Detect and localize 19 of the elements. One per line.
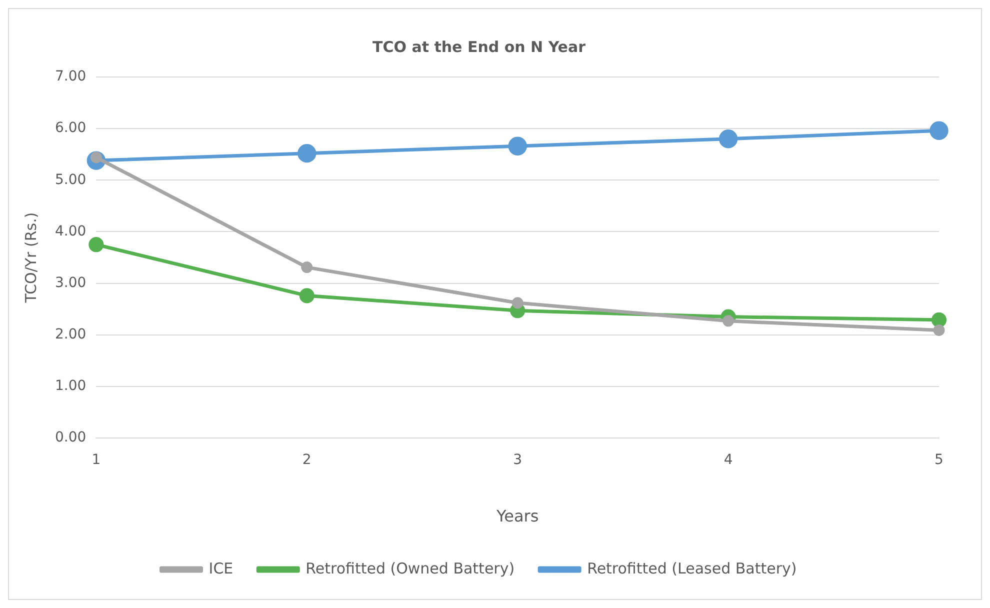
x-tick-label: 3	[513, 452, 522, 468]
y-tick-label: 1.00	[55, 378, 86, 394]
x-tick-label: 1	[92, 452, 101, 468]
y-tick-label: 0.00	[55, 430, 86, 446]
x-tick-label: 4	[724, 452, 733, 468]
y-tick-label: 6.00	[55, 120, 86, 136]
y-tick-label: 4.00	[55, 223, 86, 240]
y-axis-title: TCO/Yr (Rs.)	[22, 212, 40, 304]
y-tick-label: 5.00	[55, 172, 86, 188]
legend-label: ICE	[208, 559, 234, 578]
y-tick-label: 7.00	[55, 68, 86, 85]
y-tick-label: 3.00	[55, 274, 86, 291]
x-tick-label: 2	[302, 452, 312, 468]
legend-label: Retrofitted (Leased Battery)	[587, 559, 797, 578]
x-tick-label: 5	[934, 452, 944, 468]
legend-label: Retrofitted (Owned Battery)	[306, 559, 515, 578]
y-tick-label: 2.00	[55, 326, 86, 342]
x-axis-title: Years	[495, 506, 539, 526]
chart-title: TCO at the End on N Year	[372, 38, 586, 56]
